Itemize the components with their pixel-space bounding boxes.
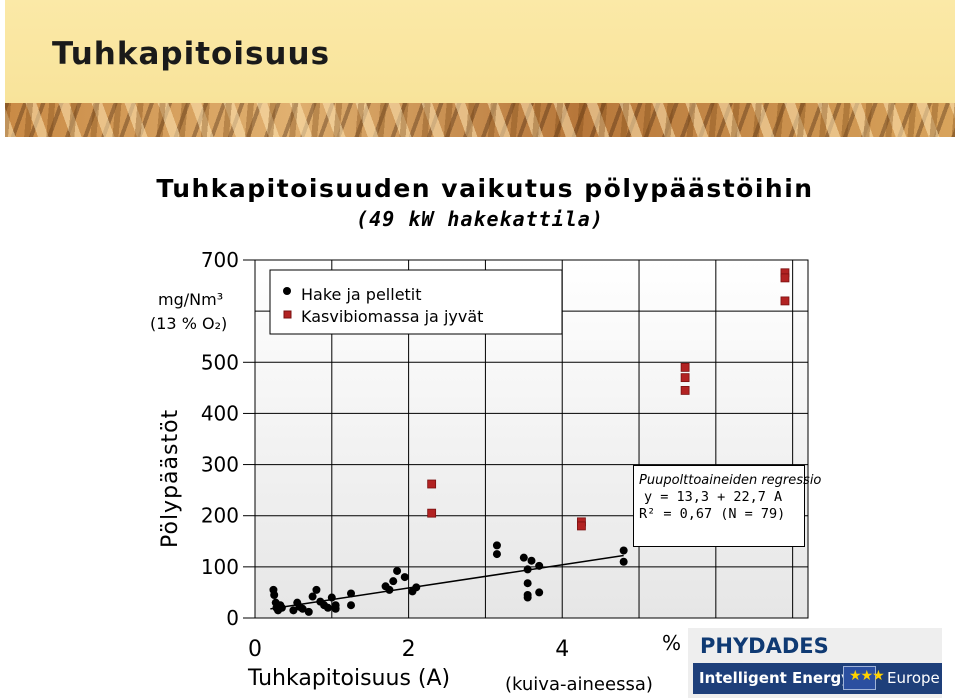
data-point-kasvibiomassa: [577, 521, 586, 531]
chart-title: Tuhkapitoisuuden vaikutus pölypäästöihin: [156, 174, 814, 203]
data-point-hake: [323, 603, 332, 612]
data-point-kasvibiomassa: [780, 273, 790, 283]
legend-marker-kasvibiomassa: [283, 310, 292, 319]
data-point-hake: [492, 550, 501, 559]
x-tick-label: 4: [555, 637, 569, 662]
data-point-hake: [523, 593, 532, 602]
x-tick-label: 2: [402, 637, 416, 662]
wood-chips-banner: [5, 103, 955, 137]
y-unit-label-o2: (13 % O₂): [150, 314, 227, 333]
data-point-hake: [304, 607, 313, 616]
header-band: Tuhkapitoisuus: [5, 0, 955, 103]
legend: Hake ja pelletit Kasvibiomassa ja jyvät: [269, 269, 563, 335]
data-point-hake: [400, 573, 409, 582]
data-points: [269, 268, 790, 616]
data-point-hake: [523, 565, 532, 574]
data-point-hake: [412, 583, 421, 592]
y-unit-label: mg/Nm³: [158, 290, 223, 309]
x-tick-labels: 0246: [248, 637, 723, 662]
legend-box: [269, 269, 563, 335]
data-point-hake: [308, 592, 317, 601]
x-axis-label: Tuhkapitoisuus (A): [248, 666, 451, 691]
phydades-logo: PHYDADES Intelligent Energy ★★★ Europe: [688, 628, 942, 698]
y-tick-label: 700: [201, 248, 239, 272]
regression-r2: R² = 0,67 (N = 79): [639, 506, 786, 522]
y-tick-label: 100: [201, 555, 239, 579]
data-point-hake: [312, 585, 321, 594]
data-point-hake: [327, 593, 336, 602]
logo-program: Intelligent Energy: [699, 669, 852, 687]
chart-subtitle: (49 kW hakekattila): [356, 207, 604, 231]
data-point-hake: [277, 603, 286, 612]
data-point-hake: [270, 590, 279, 599]
legend-label-kasvibiomassa: Kasvibiomassa ja jyvät: [301, 307, 483, 326]
regression-box: Puupolttoaineiden regressio y = 13,3 + 2…: [633, 465, 822, 547]
data-point-hake: [519, 553, 528, 562]
data-point-kasvibiomassa: [680, 386, 690, 395]
data-point-kasvibiomassa: [780, 296, 790, 306]
y-axis-label: Pölypäästöt: [158, 408, 183, 548]
x-tick-label: 0: [248, 637, 262, 662]
page-title: Tuhkapitoisuus: [52, 36, 331, 72]
logo-banner: Intelligent Energy ★★★ Europe: [693, 663, 942, 694]
data-point-hake: [393, 566, 402, 575]
data-point-hake: [619, 557, 628, 566]
data-point-hake: [523, 579, 532, 588]
data-point-hake: [298, 604, 307, 613]
legend-label-hake: Hake ja pelletit: [301, 285, 422, 304]
data-point-hake: [389, 577, 398, 586]
data-point-hake: [535, 588, 544, 597]
data-point-hake: [535, 561, 544, 570]
data-point-kasvibiomassa: [427, 479, 437, 489]
logo-region: Europe: [887, 669, 940, 687]
eu-flag-icon: ★★★: [843, 666, 885, 690]
data-point-hake: [289, 606, 298, 615]
x-axis-label-suffix: (kuiva-aineessa): [505, 674, 653, 695]
data-point-hake: [527, 556, 536, 565]
legend-marker-hake: [283, 287, 291, 295]
regression-title: Puupolttoaineiden regressio: [639, 473, 822, 488]
data-point-hake: [347, 601, 356, 610]
y-tick-label: 0: [226, 606, 239, 630]
data-point-hake: [492, 541, 501, 550]
x-unit-label: %: [662, 631, 682, 655]
regression-equation: y = 13,3 + 22,7 A: [644, 489, 783, 505]
data-point-kasvibiomassa: [680, 362, 690, 372]
logo-name: PHYDADES: [700, 634, 829, 658]
y-tick-label: 400: [201, 401, 239, 425]
data-point-kasvibiomassa: [427, 508, 437, 518]
data-point-hake: [385, 585, 394, 594]
data-point-hake: [619, 546, 628, 555]
y-tick-label: 200: [201, 504, 239, 528]
y-tick-labels: 0 100 200 300 400 500 700: [201, 248, 255, 630]
data-point-kasvibiomassa: [680, 373, 690, 383]
data-point-hake: [347, 589, 356, 598]
y-tick-label: 500: [201, 350, 239, 374]
data-point-hake: [331, 601, 340, 610]
y-tick-label: 300: [201, 453, 239, 477]
